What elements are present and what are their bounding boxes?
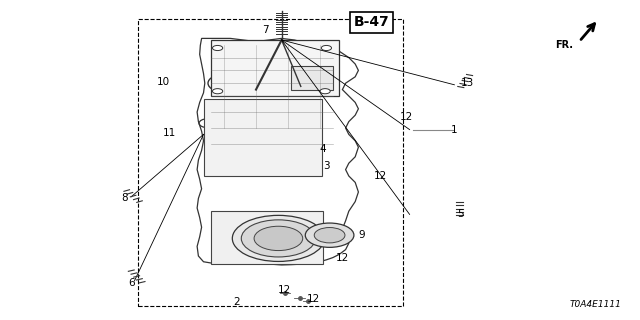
Circle shape [212,89,223,94]
Circle shape [320,89,330,94]
Text: 6: 6 [128,278,134,288]
Text: 5: 5 [458,209,464,220]
Text: 12: 12 [278,284,291,295]
Text: 7: 7 [262,25,269,36]
Text: T0A4E1111: T0A4E1111 [569,300,621,309]
Text: 1: 1 [451,124,458,135]
Text: 4: 4 [320,144,326,154]
Text: 12: 12 [336,252,349,263]
Circle shape [254,226,303,251]
Circle shape [305,223,354,247]
Text: B-47: B-47 [353,15,389,29]
Bar [204,99,322,176]
Bar [291,66,333,90]
Text: 2: 2 [234,297,240,308]
Text: 8: 8 [122,193,128,204]
Circle shape [212,45,223,51]
Text: 13: 13 [461,78,474,88]
Text: 3: 3 [323,161,330,172]
Circle shape [241,220,316,257]
Circle shape [321,45,332,51]
Circle shape [232,215,324,261]
Text: 12: 12 [400,112,413,122]
Circle shape [314,228,345,243]
Text: 11: 11 [163,128,176,138]
Bar [211,40,339,96]
Text: 12: 12 [374,171,387,181]
Text: 12: 12 [307,294,320,304]
Bar [138,19,403,306]
Bar [211,211,323,264]
Text: 9: 9 [358,230,365,240]
Text: 10: 10 [157,76,170,87]
Text: FR.: FR. [555,40,573,50]
